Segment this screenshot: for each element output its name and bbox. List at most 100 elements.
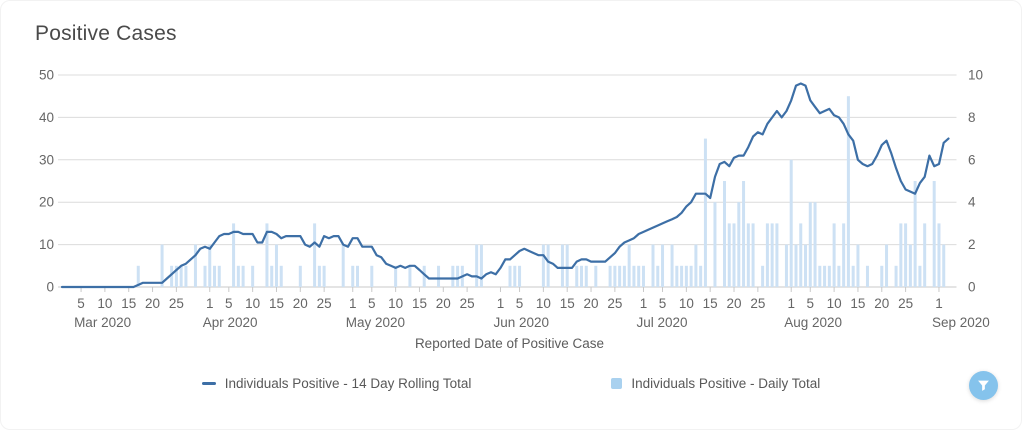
daily-total-bar xyxy=(918,265,922,287)
daily-total-bar xyxy=(799,223,803,287)
daily-total-bar xyxy=(541,244,545,287)
daily-total-bar xyxy=(270,265,274,287)
x-month-label: Mar 2020 xyxy=(74,315,131,330)
daily-total-bar xyxy=(737,202,741,287)
bar-series-marker-icon xyxy=(611,378,623,389)
daily-total-bar xyxy=(274,244,278,287)
y-left-tick-label: 0 xyxy=(46,280,54,295)
x-day-tick-label: 5 xyxy=(77,296,85,311)
daily-total-bar xyxy=(213,265,217,287)
y-left-tick-label: 40 xyxy=(39,110,54,125)
daily-total-bar xyxy=(394,265,398,287)
y-left-tick-label: 50 xyxy=(39,68,54,83)
x-day-tick-label: 15 xyxy=(269,296,284,311)
daily-total-bar xyxy=(313,223,317,287)
daily-total-bar xyxy=(622,265,626,287)
daily-total-bar xyxy=(546,244,550,287)
daily-total-bar xyxy=(632,265,636,287)
daily-total-bar xyxy=(885,244,889,287)
x-day-tick-label: 25 xyxy=(317,296,332,311)
daily-total-bar xyxy=(627,244,631,287)
x-day-tick-label: 5 xyxy=(659,296,667,311)
x-day-tick-label: 25 xyxy=(750,296,765,311)
daily-total-bar xyxy=(251,265,255,287)
x-day-tick-label: 20 xyxy=(727,296,742,311)
y-right-tick-label: 2 xyxy=(968,237,976,252)
daily-total-bar xyxy=(746,223,750,287)
x-day-tick-label: 25 xyxy=(607,296,622,311)
daily-total-bar xyxy=(518,265,522,287)
daily-total-bar xyxy=(661,244,665,287)
x-day-tick-label: 15 xyxy=(412,296,427,311)
daily-total-bar xyxy=(742,181,746,287)
daily-total-bar xyxy=(784,244,788,287)
x-day-tick-label: 20 xyxy=(293,296,308,311)
legend-item-rolling-total[interactable]: Individuals Positive - 14 Day Rolling To… xyxy=(201,376,471,391)
daily-total-bar xyxy=(908,244,912,287)
daily-total-bar xyxy=(865,265,869,287)
daily-total-bar xyxy=(584,265,588,287)
daily-total-bar xyxy=(651,244,655,287)
filter-button[interactable] xyxy=(969,371,998,400)
daily-total-bar xyxy=(560,244,564,287)
daily-total-bar xyxy=(675,265,679,287)
daily-total-bar xyxy=(694,244,698,287)
daily-total-bar xyxy=(923,223,927,287)
x-day-tick-label: 15 xyxy=(560,296,575,311)
daily-total-bar xyxy=(846,96,850,287)
legend-label-daily-total: Individuals Positive - Daily Total xyxy=(631,376,821,391)
daily-total-bar xyxy=(670,244,674,287)
daily-total-bar xyxy=(184,265,188,287)
daily-total-bar xyxy=(932,181,936,287)
daily-total-bar xyxy=(356,265,359,287)
daily-total-bar xyxy=(727,223,731,287)
daily-total-bar xyxy=(422,265,426,287)
daily-total-bar xyxy=(789,159,793,287)
daily-total-bar xyxy=(170,265,174,287)
daily-total-bar xyxy=(236,265,240,287)
x-day-tick-label: 5 xyxy=(807,296,815,311)
daily-total-bar xyxy=(193,244,197,287)
x-month-label: Aug 2020 xyxy=(784,315,842,330)
x-day-tick-label: 25 xyxy=(460,296,475,311)
x-day-tick-label: 1 xyxy=(349,296,357,311)
daily-total-bar xyxy=(765,223,769,287)
x-day-tick-label: 1 xyxy=(787,296,795,311)
x-day-tick-label: 1 xyxy=(206,296,214,311)
x-day-tick-label: 15 xyxy=(121,296,136,311)
daily-total-bar xyxy=(322,265,326,287)
daily-total-bar xyxy=(703,138,707,287)
y-left-tick-label: 10 xyxy=(39,237,54,252)
daily-total-bar xyxy=(937,223,941,287)
x-day-tick-label: 25 xyxy=(898,296,913,311)
daily-total-bar xyxy=(594,265,598,287)
x-day-tick-label: 1 xyxy=(640,296,648,311)
x-day-tick-label: 5 xyxy=(368,296,376,311)
daily-total-bar xyxy=(437,265,441,287)
daily-total-bar xyxy=(341,244,345,287)
daily-total-bar xyxy=(508,265,512,287)
daily-total-bar xyxy=(856,244,860,287)
daily-total-bar xyxy=(317,265,321,287)
daily-total-bar xyxy=(713,202,717,287)
x-day-tick-label: 10 xyxy=(679,296,694,311)
y-right-tick-label: 0 xyxy=(968,280,976,295)
daily-total-bar xyxy=(827,265,831,287)
legend-item-daily-total[interactable]: Individuals Positive - Daily Total xyxy=(611,376,820,391)
chart-title: Positive Cases xyxy=(35,22,177,45)
daily-total-bar xyxy=(775,223,779,287)
x-day-tick-label: 5 xyxy=(225,296,233,311)
daily-total-bar xyxy=(942,244,946,287)
x-day-tick-label: 10 xyxy=(536,296,551,311)
daily-total-bar xyxy=(608,265,612,287)
daily-total-bar xyxy=(208,244,212,287)
daily-total-bar xyxy=(894,265,898,287)
daily-total-bar xyxy=(732,223,736,287)
daily-total-bar xyxy=(842,223,846,287)
rolling-total-line xyxy=(60,82,950,289)
daily-total-bar xyxy=(722,181,726,287)
daily-total-bar xyxy=(241,265,245,287)
daily-total-bar xyxy=(203,265,207,287)
daily-total-bar xyxy=(823,265,827,287)
